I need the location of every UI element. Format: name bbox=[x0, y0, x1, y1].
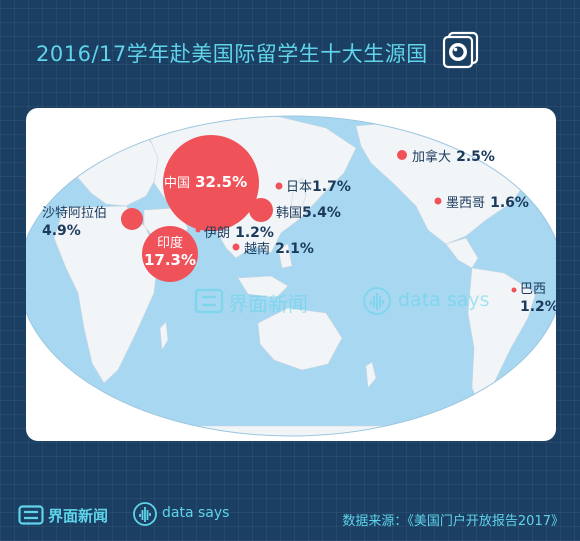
watermark-brand-icon bbox=[194, 288, 224, 314]
bubble-brazil bbox=[511, 287, 517, 293]
label-brazil: 巴西 1.2% bbox=[520, 282, 556, 315]
label-india: 印度 17.3% bbox=[143, 236, 197, 269]
label-iran: 伊朗 1.2% bbox=[204, 225, 274, 241]
footer-datasays: data says bbox=[162, 505, 230, 521]
central-america-landmass bbox=[445, 237, 479, 269]
bubble-china bbox=[163, 135, 259, 231]
watermark-datasays-icon bbox=[363, 287, 391, 315]
bubble-india bbox=[142, 226, 198, 282]
label-japan: 日本1.7% bbox=[286, 179, 351, 195]
footer-source: 数据来源：《美国门户开放报告2017》 bbox=[342, 514, 564, 529]
australia-landmass bbox=[257, 307, 343, 371]
watermark-brand: 界面新闻 bbox=[228, 292, 308, 316]
label-south-korea: 韩国5.4% bbox=[276, 205, 341, 221]
label-vietnam: 越南 2.1% bbox=[244, 241, 314, 257]
camera-lens-icon bbox=[442, 31, 479, 69]
antarctica-landmass bbox=[26, 425, 556, 436]
footer-datasays-icon bbox=[133, 502, 157, 526]
watermark-datasays: data says bbox=[398, 289, 490, 311]
bubble-saudi-arabia bbox=[121, 208, 143, 230]
bubble-japan bbox=[275, 182, 283, 190]
page-title: 2016/17学年赴美国际留学生十大生源国 bbox=[36, 42, 428, 66]
label-saudi-arabia: 沙特阿拉伯 4.9% bbox=[42, 206, 108, 239]
new-zealand-landmass bbox=[365, 361, 377, 389]
label-mexico: 墨西哥 1.6% bbox=[446, 195, 529, 211]
japan-landmass bbox=[289, 177, 307, 217]
africa-landmass bbox=[53, 205, 159, 384]
label-china: 中国 32.5% bbox=[164, 173, 248, 191]
bubble-south-korea bbox=[249, 198, 273, 222]
indonesia-landmass bbox=[237, 275, 289, 299]
madagascar-landmass bbox=[159, 321, 169, 351]
greenland-landmass bbox=[495, 116, 547, 149]
bubble-canada bbox=[397, 150, 407, 160]
label-canada: 加拿大 2.5% bbox=[412, 149, 495, 165]
bubble-mexico bbox=[434, 197, 442, 205]
footer-brand-icon bbox=[18, 505, 44, 525]
world-map: 中国 32.5% 印度 17.3% 韩国5.4% 沙特阿拉伯 4.9% 加拿大 … bbox=[26, 108, 556, 441]
footer-brand: 界面新闻 bbox=[48, 507, 109, 525]
bubble-iran bbox=[195, 227, 201, 233]
philippines-landmass bbox=[277, 243, 293, 269]
bubble-vietnam bbox=[232, 243, 240, 251]
